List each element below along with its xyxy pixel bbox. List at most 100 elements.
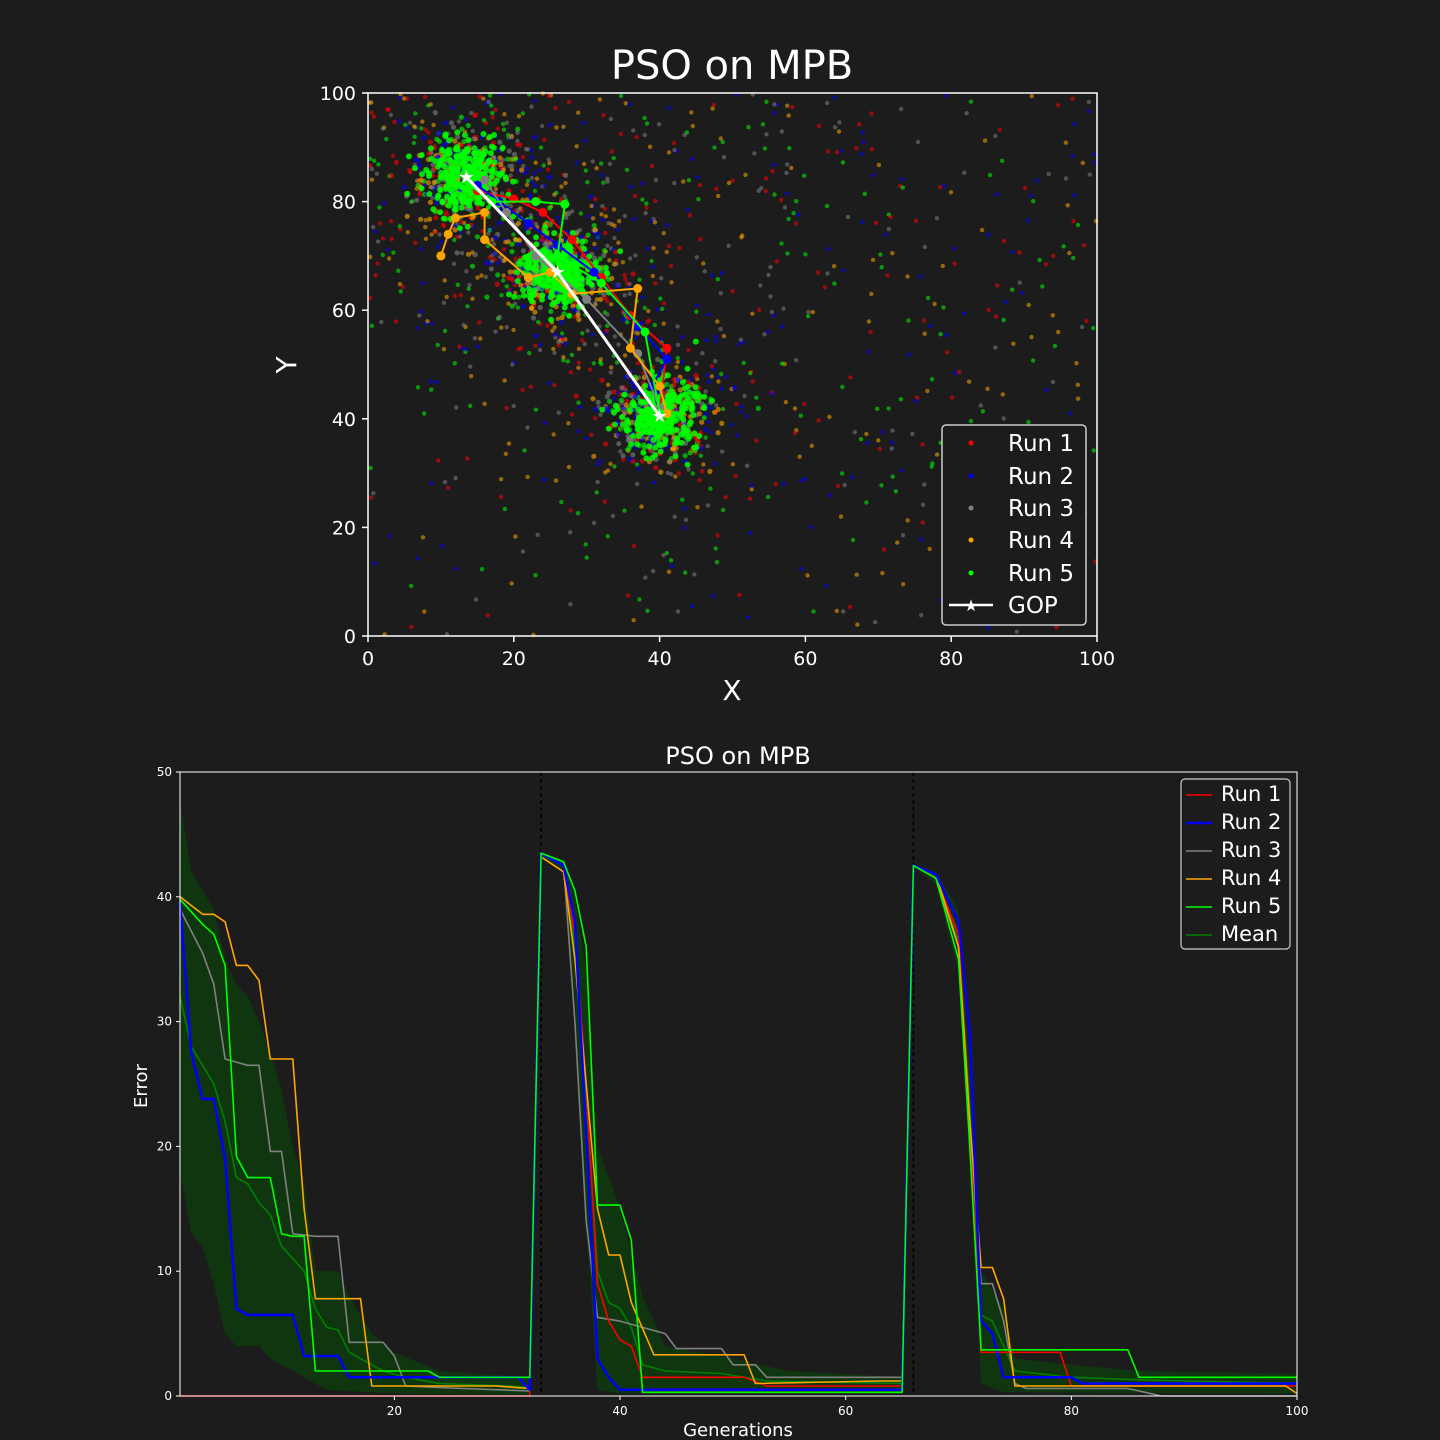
particle: [834, 608, 839, 614]
particle: [1075, 396, 1081, 401]
particle: [928, 323, 933, 328]
particle: [604, 405, 610, 411]
particle: [520, 549, 526, 554]
particle: [1050, 379, 1056, 385]
line-y-tick-label: 50: [157, 765, 172, 779]
particle: [735, 433, 740, 438]
particle: [405, 125, 410, 130]
particle: [739, 404, 744, 409]
scatter-x-tick-label: 40: [648, 648, 672, 670]
particle: [1091, 448, 1096, 453]
run-path-marker: [625, 343, 635, 353]
particle: [1068, 411, 1073, 416]
particle: [774, 259, 780, 264]
particle: [881, 547, 887, 552]
particle: [681, 179, 686, 184]
particle: [997, 127, 1002, 132]
particle: [647, 318, 652, 323]
particle: [779, 241, 784, 246]
particle: [397, 282, 403, 287]
scatter-y-tick-label: 40: [332, 409, 356, 431]
cluster-particle: [438, 169, 445, 176]
particle: [442, 328, 448, 334]
particle: [465, 304, 470, 309]
particle: [551, 346, 556, 352]
particle: [559, 331, 565, 336]
particle: [858, 437, 864, 442]
particle: [1063, 176, 1069, 181]
run-path-marker: [480, 235, 490, 245]
line-legend-label-run2: Run 2: [1221, 810, 1281, 834]
series-line-run5: [179, 852, 1297, 1394]
particle: [702, 269, 707, 274]
particle: [426, 150, 432, 156]
line-plot-area: [178, 772, 1298, 1397]
particle: [879, 265, 884, 270]
particle: [369, 177, 375, 182]
particle: [890, 428, 895, 433]
particle: [387, 533, 392, 539]
cluster-particle: [452, 202, 459, 209]
particle: [713, 334, 719, 339]
particle: [453, 475, 458, 481]
particle: [378, 221, 383, 226]
particle: [552, 332, 557, 337]
particle: [369, 100, 374, 105]
particle: [614, 360, 620, 365]
particle: [388, 219, 394, 224]
scatter-x-tick-label: 60: [793, 648, 817, 670]
cluster-particle: [668, 424, 675, 431]
particle: [536, 319, 541, 325]
particle: [547, 174, 553, 180]
legend-star-gop-icon: ★: [964, 596, 978, 615]
particle: [372, 229, 378, 234]
particle: [1070, 153, 1075, 159]
particle: [900, 582, 906, 587]
particle: [883, 232, 888, 237]
particle: [574, 229, 581, 235]
particle: [371, 224, 376, 230]
cluster-particle: [459, 199, 466, 206]
particle: [568, 370, 574, 375]
particle: [920, 442, 925, 447]
particle: [495, 272, 501, 278]
cluster-particle: [437, 186, 444, 193]
particle: [945, 350, 950, 355]
scatter-y-tick-label: 100: [320, 83, 356, 105]
line-x-label: Generations: [683, 1420, 793, 1440]
particle: [1022, 185, 1028, 191]
particle: [686, 347, 691, 353]
particle: [925, 388, 930, 394]
particle: [615, 227, 620, 232]
particle: [692, 572, 697, 577]
particle: [1092, 160, 1098, 165]
cluster-particle: [444, 148, 451, 155]
particle: [677, 387, 683, 393]
particle: [748, 370, 753, 376]
particle: [507, 269, 513, 275]
cluster-particle: [578, 276, 585, 283]
cluster-particle: [486, 134, 493, 140]
particle: [607, 161, 613, 167]
scatter-y-tick-label: 0: [344, 626, 356, 648]
particle: [716, 379, 721, 384]
particle: [407, 120, 413, 126]
particle: [758, 283, 763, 288]
particle: [368, 163, 373, 168]
particle: [899, 468, 904, 473]
particle: [602, 441, 609, 447]
cluster-particle: [520, 292, 527, 299]
particle: [538, 145, 544, 150]
particle: [1087, 172, 1093, 177]
particle: [510, 163, 515, 168]
particle: [885, 273, 890, 278]
particle: [515, 138, 520, 144]
cluster-particle: [480, 131, 487, 137]
particle: [622, 508, 627, 513]
particle: [993, 314, 999, 319]
particle: [589, 203, 594, 209]
particle: [594, 490, 599, 495]
particle: [425, 319, 430, 324]
particle: [512, 156, 518, 162]
particle: [622, 213, 628, 219]
